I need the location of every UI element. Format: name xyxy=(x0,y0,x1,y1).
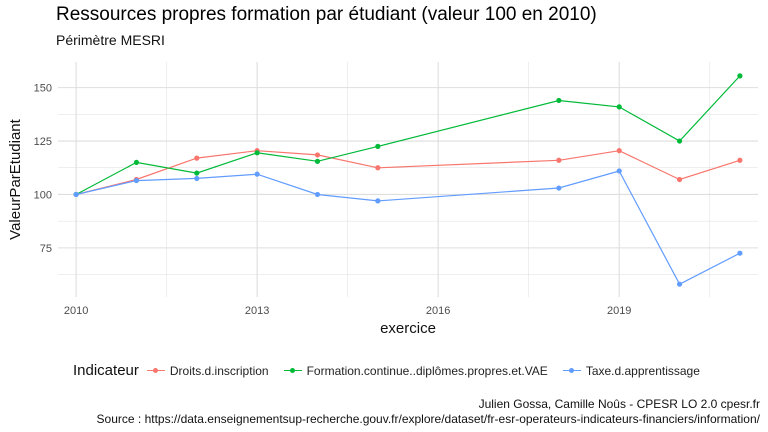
legend-key-formation xyxy=(283,365,302,377)
data-point xyxy=(375,198,381,204)
data-point xyxy=(676,281,683,287)
y-axis-title: ValeurParEtudiant xyxy=(7,118,24,239)
data-point xyxy=(375,143,381,149)
data-point xyxy=(314,158,321,164)
data-point xyxy=(556,185,562,191)
series-line-0 xyxy=(75,150,741,196)
data-point xyxy=(616,168,622,174)
y-tick-label: 100 xyxy=(34,189,52,201)
data-point xyxy=(194,155,200,161)
data-point xyxy=(254,150,260,156)
series-line-2 xyxy=(75,170,741,286)
legend: Indicateur Droits.d.inscription Formatio… xyxy=(73,362,715,379)
legend-item-formation: Formation.continue..diplômes.propres.et.… xyxy=(283,363,548,378)
data-point xyxy=(133,177,140,184)
caption-authors: Julien Gossa, Camille Noûs - CPESR LO 2.… xyxy=(478,397,760,411)
legend-key-taxe xyxy=(562,365,581,377)
legend-item-taxe: Taxe.d.apprentissage xyxy=(562,363,700,378)
legend-title: Indicateur xyxy=(73,362,139,379)
legend-label-taxe: Taxe.d.apprentissage xyxy=(585,363,700,378)
data-point xyxy=(737,157,743,163)
data-point xyxy=(616,104,622,110)
x-tick-label: 2016 xyxy=(426,305,450,317)
y-tick-label: 150 xyxy=(34,83,52,95)
data-point xyxy=(73,191,79,198)
series-line-1 xyxy=(75,75,741,196)
x-tick-label: 2019 xyxy=(607,305,631,317)
x-axis-title: exercice xyxy=(380,320,436,337)
data-point xyxy=(133,159,140,166)
data-point xyxy=(254,171,260,177)
y-tick-label: 75 xyxy=(40,243,52,255)
data-point xyxy=(194,170,200,176)
legend-item-droits: Droits.d.inscription xyxy=(146,363,269,378)
data-point xyxy=(737,73,743,79)
legend-label-formation: Formation.continue..diplômes.propres.et.… xyxy=(306,363,548,378)
caption-source: Source : https://data.enseignementsup-re… xyxy=(96,412,760,426)
x-tick-label: 2010 xyxy=(64,305,88,317)
data-point xyxy=(676,138,683,144)
data-point xyxy=(737,250,743,256)
x-tick-label: 2013 xyxy=(245,305,269,317)
legend-label-droits: Droits.d.inscription xyxy=(169,363,269,378)
data-point xyxy=(676,176,683,183)
data-point xyxy=(314,152,321,158)
data-point xyxy=(556,97,562,104)
legend-key-droits xyxy=(146,365,165,377)
data-point xyxy=(556,157,562,163)
data-point xyxy=(314,191,321,198)
data-point xyxy=(616,148,622,154)
data-point xyxy=(375,165,381,171)
chart-title: Ressources propres formation par étudian… xyxy=(56,4,597,25)
chart-subtitle: Périmètre MESRI xyxy=(56,32,165,48)
y-tick-label: 125 xyxy=(34,136,52,148)
data-point xyxy=(194,175,200,182)
line-chart: 75 100 125 150 2010 2013 2016 2019 exercice Valeu… xyxy=(7,62,758,337)
